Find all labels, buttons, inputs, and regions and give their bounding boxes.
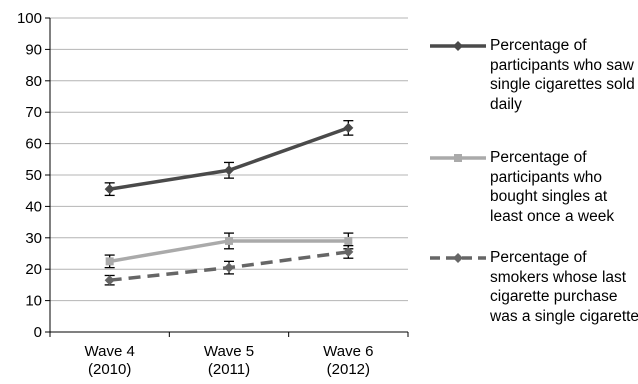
grid-lines [45, 17, 408, 333]
legend-label-saw-daily: Percentage of participants who saw singl… [490, 37, 635, 113]
data-point [104, 184, 115, 195]
y-tick-label: 100 [17, 10, 42, 27]
y-tick-label: 30 [25, 230, 42, 247]
x-tick-label: Wave 6 (2012) [323, 343, 373, 378]
legend-key-saw-daily [430, 41, 486, 51]
y-tick-label: 70 [25, 104, 42, 121]
data-point [343, 122, 354, 133]
legend-key-bought-weekly [430, 154, 486, 162]
x-tick-label: Wave 5 (2011) [204, 343, 254, 378]
data-point [344, 236, 353, 245]
series [104, 120, 354, 286]
y-tick-label: 90 [25, 41, 42, 58]
data-point [343, 246, 354, 257]
series-2 [104, 244, 354, 286]
legend-label-last-purchase-single: Percentage of smokers whose last cigaret… [490, 249, 638, 325]
data-point [224, 165, 234, 176]
legend-item-bought-weekly: Percentage of participants who bought si… [430, 148, 638, 240]
legend-item-saw-daily: Percentage of participants who saw singl… [430, 36, 638, 128]
y-tick-label: 10 [25, 293, 42, 310]
y-tick-labels: 0 10 20 30 40 50 60 70 80 90 100 [17, 10, 42, 341]
x-tick-labels: Wave 4 (2010) Wave 5 (2011) Wave 6 (2012) [85, 343, 374, 378]
axes [49, 18, 409, 337]
data-point [105, 257, 114, 266]
x-tick-label: Wave 4 (2010) [85, 343, 135, 378]
y-tick-label: 20 [25, 261, 42, 278]
y-tick-label: 40 [25, 198, 42, 215]
legend-label-bought-weekly: Percentage of participants who bought si… [490, 149, 615, 225]
series-line [109, 126, 349, 191]
legend: Percentage of participants who saw singl… [430, 36, 638, 340]
legend-key-last-purchase-single [430, 253, 486, 263]
y-tick-label: 0 [34, 324, 42, 341]
data-point [224, 262, 234, 273]
data-point [104, 275, 115, 286]
y-tick-label: 80 [25, 73, 42, 90]
series-0 [104, 120, 354, 197]
data-point [225, 236, 233, 245]
legend-marker [453, 253, 463, 263]
legend-marker [453, 41, 463, 51]
legend-item-last-purchase-single: Percentage of smokers whose last cigaret… [430, 248, 638, 340]
y-tick-label: 50 [25, 167, 42, 184]
series-1 [104, 232, 354, 269]
legend-marker [454, 154, 462, 162]
y-tick-label: 60 [25, 136, 42, 153]
